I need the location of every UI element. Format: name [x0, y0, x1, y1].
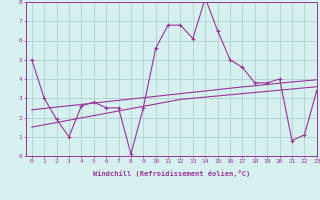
X-axis label: Windchill (Refroidissement éolien,°C): Windchill (Refroidissement éolien,°C) — [92, 170, 250, 177]
